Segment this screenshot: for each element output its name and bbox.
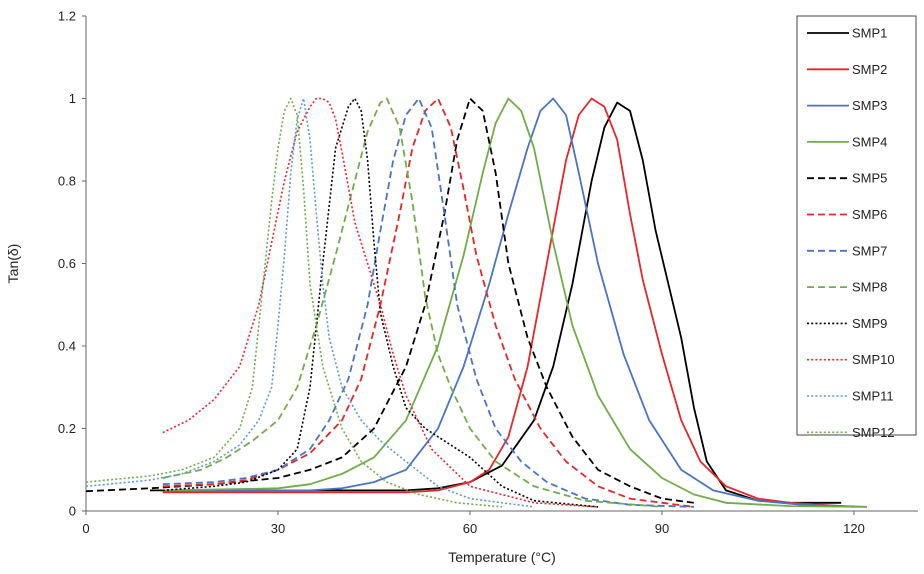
legend: SMP1 SMP2 SMP3 SMP4 SMP5 SMP6 SMP7 SMP8 SMP9 SMP1… [796, 15, 917, 440]
x-tick-label: 30 [271, 521, 285, 536]
series-line-smp5 [85, 97, 695, 504]
x-tick-label: 120 [843, 521, 865, 536]
series-line-smp8 [162, 97, 663, 508]
x-tick-label: 60 [463, 521, 477, 536]
legend-label-smp1: SMP1 [852, 26, 887, 41]
y-tick-label: 0 [69, 504, 76, 519]
y-axis-title: Tan(δ) [5, 244, 21, 284]
legend-label-smp11: SMP11 [852, 389, 894, 404]
series-line-smp7 [162, 97, 695, 508]
y-tick-label: 0.8 [58, 174, 76, 189]
x-axis-title: Temperature (°C) [448, 549, 556, 565]
y-tick-label: 0.2 [58, 421, 76, 436]
series-line-smp4 [162, 97, 867, 508]
series-line-smp12 [85, 97, 503, 508]
axes [85, 16, 918, 512]
legend-box [796, 15, 917, 436]
legend-label-smp7: SMP7 [852, 243, 887, 258]
legend-label-smp8: SMP8 [852, 280, 887, 295]
legend-label-smp9: SMP9 [852, 316, 887, 331]
y-tick-label: 0.4 [58, 339, 76, 354]
series-line-smp6 [162, 97, 695, 508]
y-ticks: 0 0.2 0.4 0.6 0.8 1 1.2 [58, 9, 86, 519]
plot-lines [85, 97, 867, 508]
legend-label-smp4: SMP4 [852, 134, 887, 149]
series-line-smp9 [162, 97, 599, 508]
y-tick-label: 1.2 [58, 9, 76, 24]
series-line-smp3 [162, 97, 867, 508]
x-tick-label: 0 [82, 521, 89, 536]
legend-label-smp3: SMP3 [852, 98, 887, 113]
legend-label-smp2: SMP2 [852, 62, 887, 77]
y-tick-label: 0.6 [58, 256, 76, 271]
series-line-smp1 [150, 101, 842, 504]
series-line-smp11 [85, 97, 535, 508]
x-ticks: 0 30 60 90 120 [82, 511, 865, 536]
legend-label-smp5: SMP5 [852, 171, 887, 186]
legend-label-smp6: SMP6 [852, 207, 887, 222]
x-tick-label: 90 [655, 521, 669, 536]
legend-label-smp10: SMP10 [852, 352, 895, 367]
legend-label-smp12: SMP12 [852, 425, 895, 440]
y-tick-label: 1 [69, 91, 76, 106]
series-line-smp2 [162, 97, 855, 508]
